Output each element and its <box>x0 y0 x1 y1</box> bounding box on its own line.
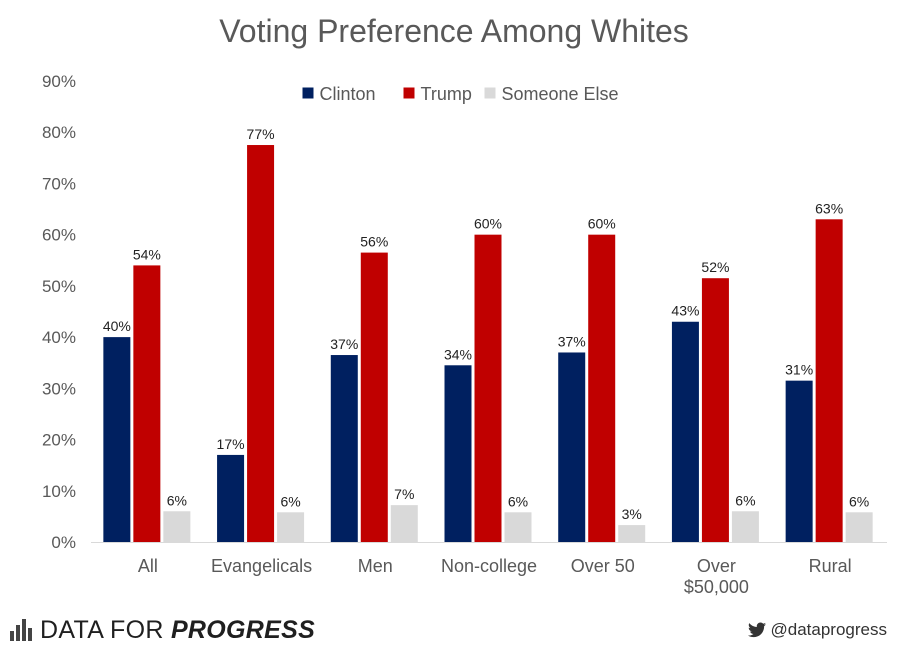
data-label: 77% <box>247 126 275 142</box>
legend-swatch-trump <box>403 87 415 99</box>
bar-trump <box>815 219 843 543</box>
data-label: 37% <box>558 333 586 349</box>
twitter-handle-text: @dataprogress <box>770 620 888 639</box>
x-tick-label: $50,000 <box>684 577 749 597</box>
y-tick-label: 70% <box>42 174 76 193</box>
data-label: 43% <box>671 303 699 319</box>
data-label: 6% <box>735 492 755 508</box>
brand-logo: DATA FOR PROGRESS <box>10 614 315 646</box>
bar-trump <box>701 278 729 542</box>
bar-someone-else <box>163 511 191 542</box>
data-label: 3% <box>622 506 642 522</box>
data-label: 63% <box>815 200 843 216</box>
y-tick-label: 50% <box>42 277 76 296</box>
y-tick-label: 40% <box>42 328 76 347</box>
bar-trump <box>360 252 388 542</box>
data-label: 6% <box>508 493 528 509</box>
y-tick-label: 20% <box>42 431 76 450</box>
bar-someone-else <box>731 511 759 542</box>
bar-clinton <box>330 355 358 542</box>
x-tick-label: Men <box>358 556 393 576</box>
y-tick-label: 0% <box>51 533 76 552</box>
bar-someone-else <box>504 512 532 542</box>
legend-label: Trump <box>421 84 472 104</box>
data-label: 60% <box>474 216 502 232</box>
x-tick-label: All <box>138 556 158 576</box>
data-label: 6% <box>280 493 300 509</box>
bar-trump <box>247 145 275 542</box>
data-label: 52% <box>701 259 729 275</box>
x-tick-label: Over <box>697 556 736 576</box>
x-axis: All Evangelicals Men Non-college Over 50 Over… <box>138 556 852 597</box>
bar-clinton <box>671 321 699 542</box>
legend-label: Someone Else <box>502 84 619 104</box>
legend-label: Clinton <box>320 84 376 104</box>
y-tick-label: 90% <box>42 72 76 91</box>
x-tick-label: Non-college <box>441 556 537 576</box>
data-label: 54% <box>133 246 161 262</box>
legend: Clinton Trump Someone Else <box>302 84 619 104</box>
data-label: 31% <box>785 362 813 378</box>
legend-swatch-clinton <box>302 87 314 99</box>
bar-trump <box>474 234 502 542</box>
brand-name-regular: DATA FOR <box>40 615 171 644</box>
twitter-handle: @dataprogress <box>747 620 888 640</box>
twitter-bird-icon <box>747 622 766 638</box>
x-tick-label: Rural <box>809 556 852 576</box>
bar-clinton <box>785 380 813 542</box>
data-label: 7% <box>394 486 414 502</box>
data-label: 60% <box>588 216 616 232</box>
bar-chart-icon <box>10 619 32 641</box>
data-label: 17% <box>217 436 245 452</box>
bars: 40% 54% 6% 17% 77% 6% 37% 56% 7% 34% 60% 6% 37% 60% 3%… <box>103 126 873 543</box>
chart-title: Voting Preference Among Whites <box>219 13 689 49</box>
data-label: 56% <box>360 234 388 250</box>
bar-someone-else <box>390 505 418 542</box>
x-tick-label: Evangelicals <box>211 556 312 576</box>
y-tick-label: 60% <box>42 226 76 245</box>
bar-clinton <box>444 365 472 542</box>
x-tick-label: Over 50 <box>571 556 635 576</box>
y-axis: 0% 10% 20% 30% 40% 50% 60% 70% 80% 90% <box>42 72 887 552</box>
bar-someone-else <box>618 525 646 542</box>
bar-clinton <box>558 352 586 542</box>
data-label: 37% <box>330 336 358 352</box>
bar-trump <box>588 234 616 542</box>
y-tick-label: 80% <box>42 123 76 142</box>
bar-clinton <box>103 337 131 542</box>
bar-someone-else <box>277 512 305 542</box>
y-tick-label: 30% <box>42 379 76 398</box>
bar-trump <box>133 265 161 542</box>
brand-name: DATA FOR PROGRESS <box>40 616 315 645</box>
data-label: 34% <box>444 346 472 362</box>
bar-clinton <box>217 454 245 542</box>
legend-swatch-someone-else <box>484 87 496 99</box>
y-tick-label: 10% <box>42 482 76 501</box>
data-label: 40% <box>103 318 131 334</box>
data-label: 6% <box>849 493 869 509</box>
brand-name-bold: PROGRESS <box>170 615 316 644</box>
data-label: 6% <box>167 492 187 508</box>
bar-someone-else <box>845 512 873 542</box>
